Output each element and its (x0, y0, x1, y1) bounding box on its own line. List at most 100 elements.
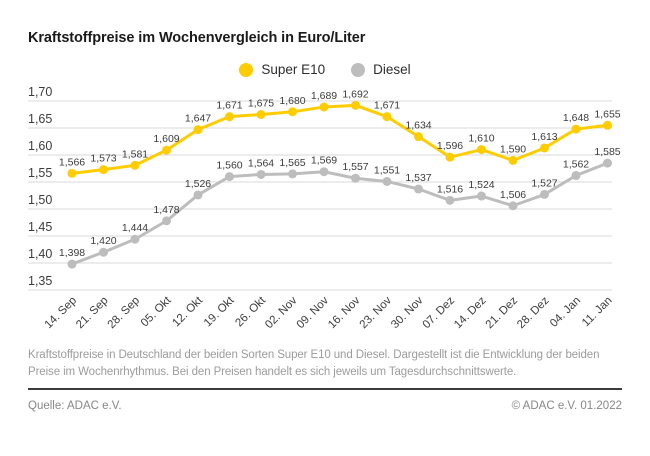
data-label-diesel: 1,478 (153, 204, 179, 216)
data-label-super-e10: 1,596 (437, 140, 463, 152)
data-label-super-e10: 1,692 (342, 88, 368, 100)
data-point-diesel (508, 201, 518, 211)
data-point-super-e10 (351, 100, 360, 110)
data-label-super-e10: 1,675 (248, 98, 274, 110)
y-tick-label: 1,35 (28, 274, 52, 288)
x-tick-label: 21. Sep (74, 295, 111, 332)
data-point-super-e10 (603, 120, 612, 130)
data-point-diesel (319, 167, 329, 177)
data-point-super-e10 (508, 155, 518, 165)
data-label-super-e10: 1,671 (216, 100, 242, 112)
data-point-diesel (288, 169, 297, 179)
x-tick-label: 05. Okt (139, 294, 174, 329)
data-label-diesel: 1,516 (437, 183, 463, 195)
data-point-diesel (477, 191, 486, 201)
data-point-super-e10 (99, 165, 108, 175)
data-point-super-e10 (225, 112, 234, 122)
y-tick-label: 1,70 (28, 85, 52, 99)
data-label-diesel: 1,444 (122, 222, 148, 234)
x-tick-label: 30. Nov (389, 294, 426, 331)
data-point-diesel (99, 247, 108, 257)
data-label-diesel: 1,527 (531, 177, 557, 189)
x-tick-label: 07. Dez (421, 294, 458, 331)
series-line-diesel (70, 161, 609, 266)
data-point-super-e10 (477, 145, 486, 155)
data-label-diesel: 1,562 (563, 159, 589, 171)
copyright-label: © ADAC e.V. 01.2022 (511, 400, 622, 412)
data-label-super-e10: 1,655 (594, 108, 620, 120)
data-point-diesel (351, 173, 360, 183)
data-point-diesel (130, 234, 140, 244)
data-label-super-e10: 1,689 (311, 90, 337, 102)
data-label-super-e10: 1,573 (90, 153, 116, 165)
data-label-diesel: 1,585 (594, 146, 620, 158)
source-label: Quelle: ADAC e.V. (28, 400, 122, 412)
data-label-super-e10: 1,590 (500, 143, 526, 155)
data-point-super-e10 (382, 112, 392, 122)
x-tick-label: 28. Sep (106, 295, 143, 332)
source-row: Quelle: ADAC e.V. © ADAC e.V. 01.2022 (28, 400, 622, 412)
diesel-dot-icon (351, 62, 366, 77)
data-point-super-e10 (67, 168, 77, 178)
data-point-diesel (445, 195, 455, 205)
data-label-super-e10: 1,671 (374, 100, 400, 112)
data-label-super-e10: 1,648 (563, 112, 589, 124)
super-e10-dot-icon (239, 62, 254, 77)
y-tick-label: 1,60 (28, 139, 52, 153)
data-point-diesel (603, 158, 612, 168)
separator-line (28, 388, 622, 390)
data-point-diesel (225, 172, 234, 182)
x-tick-label: 14. Dez (452, 294, 489, 331)
data-label-diesel: 1,420 (90, 235, 116, 247)
data-label-super-e10: 1,609 (153, 133, 179, 145)
data-point-super-e10 (571, 124, 581, 134)
data-label-diesel: 1,557 (342, 161, 368, 173)
y-tick-label: 1,65 (28, 112, 52, 126)
legend-label-super-e10: Super E10 (261, 62, 326, 77)
data-label-super-e10: 1,680 (279, 95, 305, 107)
data-label-super-e10: 1,581 (122, 148, 148, 160)
data-point-diesel (193, 190, 203, 200)
data-label-diesel: 1,560 (216, 160, 242, 172)
data-label-super-e10: 1,647 (185, 113, 211, 125)
y-tick-label: 1,40 (28, 247, 52, 261)
data-label-diesel: 1,564 (248, 157, 274, 169)
data-label-diesel: 1,524 (468, 179, 494, 191)
x-tick-label: 02. Nov (263, 294, 300, 331)
data-point-diesel (571, 171, 581, 181)
legend-label-diesel: Diesel (373, 62, 411, 77)
data-point-super-e10 (540, 143, 549, 153)
x-tick-label: 09. Nov (295, 294, 332, 331)
y-tick-label: 1,45 (28, 220, 52, 234)
data-label-diesel: 1,506 (500, 189, 526, 201)
legend-item-diesel: Diesel (351, 62, 411, 77)
x-tick-label: 11. Jan (580, 295, 615, 330)
x-tick-label: 19. Okt (202, 294, 237, 329)
data-label-diesel: 1,569 (311, 155, 337, 167)
data-point-super-e10 (162, 145, 171, 155)
data-label-super-e10: 1,610 (468, 133, 494, 145)
data-point-diesel (540, 189, 549, 199)
x-tick-label: 14. Sep (43, 295, 80, 332)
data-point-super-e10 (414, 132, 423, 142)
x-tick-label: 04. Jan (548, 295, 583, 330)
data-label-diesel: 1,551 (374, 164, 400, 176)
x-tick-label: 23. Nov (358, 294, 395, 331)
series-line-super-e10 (70, 103, 609, 175)
data-label-diesel: 1,398 (59, 247, 85, 259)
data-label-super-e10: 1,566 (59, 156, 85, 168)
data-label-super-e10: 1,634 (405, 120, 431, 132)
chart-description: Kraftstoffpreise in Deutschland der beid… (28, 349, 600, 378)
data-point-super-e10 (130, 160, 140, 170)
data-label-super-e10: 1,613 (531, 131, 557, 143)
data-label-diesel: 1,526 (185, 178, 211, 190)
data-point-super-e10 (193, 125, 203, 135)
data-point-diesel (256, 169, 266, 179)
x-tick-label: 21. Dez (484, 294, 521, 331)
data-point-super-e10 (319, 102, 329, 112)
y-tick-label: 1,55 (28, 166, 52, 180)
x-tick-label: 28. Dez (515, 294, 552, 331)
data-point-super-e10 (288, 107, 297, 117)
